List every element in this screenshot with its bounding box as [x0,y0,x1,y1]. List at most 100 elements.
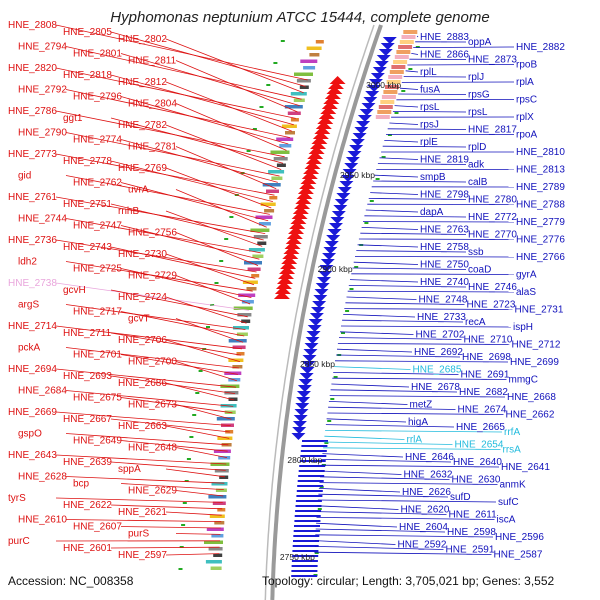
leader-line [335,354,461,358]
forward-feature [293,530,320,532]
gene-label-right: HNE_2731 [515,305,564,316]
leader-line [65,89,291,138]
gene-label-right: HNE_2668 [507,392,556,403]
forward-feature [301,445,328,447]
leader-line [368,198,467,200]
gene-label-right: rpoA [516,130,537,141]
reverse-arrow [273,291,290,299]
gene-label-right: HNE_2654 [455,440,504,451]
reverse-arrow [284,241,301,249]
leader-line [319,482,498,485]
gene-label-left: HNE_2607 [73,522,122,533]
leader-line [110,246,256,279]
gene-label-right: HNE_2779 [516,217,565,228]
position-tick [181,524,186,526]
gene-label-right: HNE_2678 [411,382,460,393]
position-tick [408,68,413,70]
leader-line [110,546,220,549]
position-tick [224,238,229,240]
feature-band [236,352,245,356]
gene-label-right: HNE_2748 [419,295,468,306]
forward-feature [293,540,319,542]
gene-label-right: HNE_2710 [464,335,513,346]
gene-label-left: ggt1 [63,113,83,124]
gene-label-left: HNE_2796 [73,92,122,103]
forward-arrow [361,103,376,110]
reverse-arrow [299,181,316,189]
feature-band [228,397,238,401]
feature-band [209,514,225,518]
gene-label-left: ldh2 [18,257,37,268]
leader-line [55,497,223,503]
position-tick [394,112,399,114]
feature-band [258,222,271,226]
leader-line [65,476,225,484]
leader-line [370,192,419,195]
kbp-markers: 3000 kbp 2950 kbp 2900 kbp 2850 kbp 2800 kbp… [280,80,401,562]
leader-line [110,461,226,471]
gene-label-right: HNE_2598 [447,527,496,538]
forward-arrow [309,313,324,320]
forward-arrow [336,193,351,200]
gene-label-right: calB [468,177,488,188]
gene-label-right: ssb [468,247,484,258]
leader-line [110,504,223,510]
position-tick [327,420,332,422]
gene-label-left: HNE_2629 [128,486,177,497]
leader-line [333,372,459,375]
gene-label-right: HNE_2698 [462,352,511,363]
feature-band [260,202,276,206]
gene-label-right: iscA [497,515,516,526]
leader-line [175,533,221,535]
feature-band [213,553,223,557]
reverse-arrow [274,286,291,294]
gene-label-right: anmK [500,480,526,491]
feature-band [236,332,248,336]
forward-feature [300,455,327,457]
leader-line [389,122,419,125]
forward-arrow [334,199,349,206]
forward-arrow [297,385,312,392]
leader-line [110,332,242,356]
feature-band [210,462,230,466]
gene-label-right: HNE_2682 [459,387,508,398]
forward-feature [296,495,323,497]
leader-line [120,96,289,145]
forward-strand-arrows [291,37,397,577]
feature-band [271,176,283,180]
leader-line [315,528,446,533]
reverse-arrow [296,191,313,199]
gene-label-right: HNE_2746 [468,282,517,293]
gene-label-right: alaS [516,287,536,298]
feature-band [293,98,305,102]
feature-band [380,100,395,104]
gene-label-right: sufC [498,497,519,508]
leader-line [110,117,284,164]
leader-line [120,268,252,298]
leader-line [344,308,513,310]
leader-line [346,296,417,300]
forward-feature [295,505,322,507]
forward-feature [292,545,319,547]
leader-line [175,361,238,382]
gene-label-left: HNE_2701 [73,350,122,361]
forward-arrow [298,379,313,386]
gene-label-left: pckA [18,343,41,354]
leader-line [343,314,416,318]
gene-label-right: HNE_2873 [468,55,517,66]
gene-label-left: HNE_2622 [63,500,112,511]
leader-line [175,490,224,497]
reverse-arrow [329,76,346,84]
feature-band [268,170,285,174]
gene-label-left: HNE_2643 [8,450,57,461]
forward-arrow [333,205,348,212]
reverse-arrow [282,251,299,259]
leader-line [373,180,467,183]
feature-band [241,300,254,304]
gene-label-left: HNE_2628 [18,472,67,483]
leader-line [384,140,419,143]
gene-label-left: HNE_2805 [63,27,112,38]
leader-line [329,395,506,398]
gene-label-left: HNE_2610 [18,515,67,526]
feature-band [246,287,257,291]
